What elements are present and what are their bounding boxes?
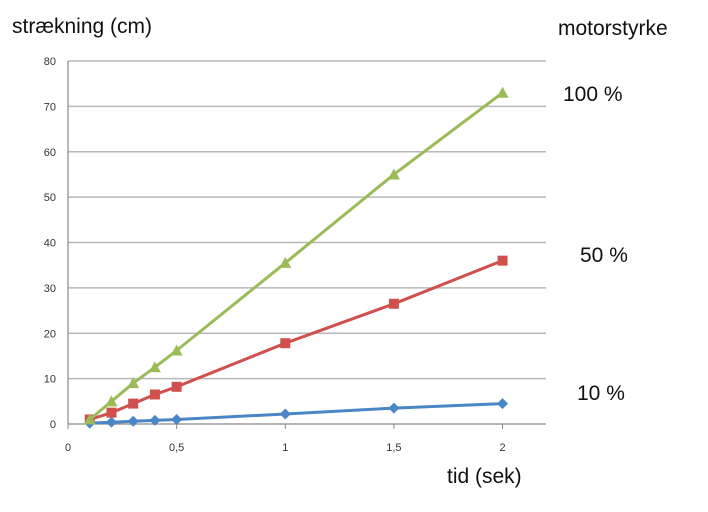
data-point-s0-2 [127, 415, 139, 427]
y-tick-label-6: 60 [44, 147, 56, 159]
y-tick-label-5: 50 [44, 192, 56, 204]
y-tick-label-7: 70 [44, 101, 56, 113]
data-point-s1-6 [388, 298, 399, 309]
data-point-s1-2 [128, 398, 139, 409]
x-tick-label-0: 0 [65, 442, 71, 454]
y-tick-label-4: 40 [44, 238, 56, 250]
data-point-s2-2 [127, 377, 140, 389]
y-tick-label-1: 10 [44, 374, 56, 386]
data-point-s1-1 [106, 407, 117, 418]
data-point-s1-3 [149, 389, 160, 400]
legend-label-100: 100 % [563, 83, 623, 106]
data-point-s2-5 [279, 256, 292, 268]
data-point-s0-7 [497, 398, 509, 410]
gridlines [68, 60, 546, 380]
x-tick-label-1: 0,5 [169, 442, 184, 454]
legend-title: motorstyrke [558, 17, 668, 40]
series-group [83, 86, 509, 429]
data-point-s0-3 [149, 414, 161, 426]
data-point-s2-7 [496, 86, 509, 98]
series-line-2 [88, 91, 504, 421]
legend-label-50: 50 % [580, 244, 628, 267]
data-point-s2-1 [105, 395, 118, 407]
data-point-s1-5 [280, 338, 291, 349]
y-axis-label: strækning (cm) [12, 15, 153, 38]
data-point-s1-7 [497, 255, 508, 266]
y-tick-label-3: 30 [44, 283, 56, 295]
data-point-s2-6 [387, 168, 400, 180]
data-point-s2-4 [170, 344, 183, 356]
y-tick-label-2: 20 [44, 328, 56, 340]
x-tick-label-3: 1,5 [386, 442, 401, 454]
data-point-s1-4 [171, 381, 182, 392]
data-point-s2-0 [83, 413, 96, 425]
tick-labels: 0 10 20 30 40 50 60 70 80 0 0,5 1 1,5 2 [44, 56, 506, 454]
axes [67, 61, 546, 429]
data-point-s2-3 [148, 361, 161, 373]
x-tick-label-2: 1 [282, 442, 288, 454]
data-point-s0-5 [279, 408, 291, 420]
x-tick-label-4: 2 [499, 442, 505, 454]
y-tick-label-8: 80 [44, 56, 56, 68]
data-point-s0-6 [388, 402, 400, 414]
data-point-s0-1 [105, 416, 117, 428]
data-point-s0-4 [171, 413, 183, 425]
x-axis-label: tid (sek) [447, 465, 522, 488]
legend-label-10: 10 % [577, 382, 625, 405]
y-tick-label-0: 0 [50, 419, 56, 431]
